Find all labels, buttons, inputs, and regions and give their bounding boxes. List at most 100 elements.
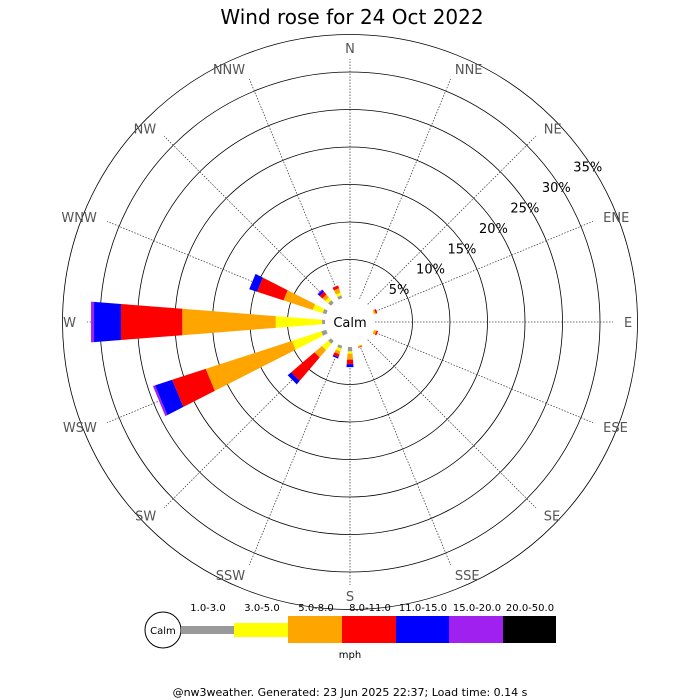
radial-tick-label: 30% [542, 181, 571, 196]
direction-label-e: E [624, 316, 632, 331]
calm-label: Calm [333, 316, 366, 331]
legend-label-1: 3.0-5.0 [244, 603, 279, 614]
direction-labels: N NNE NE ENE E ESE SE SSE S SSW SW WSW W WNW NW NNW [61, 42, 632, 605]
legend-swatch-6 [503, 616, 556, 643]
bar-ssw-bin-0 [337, 344, 343, 349]
bar-s-bin-4 [346, 364, 354, 368]
direction-label-ssw: SSW [216, 569, 246, 584]
radial-tick-labels: 5% 10%15%20%25%30%35% [389, 161, 602, 299]
bar-s-bin-1 [347, 351, 353, 354]
legend-swatch-0 [181, 626, 234, 634]
bar-wsw-bin-2 [205, 340, 296, 391]
bar-w-bin-1 [275, 316, 323, 328]
legend-swatch-3 [342, 616, 396, 643]
bar-sse-bin-2 [357, 344, 363, 348]
direction-label-n: N [345, 42, 355, 57]
spoke-ssw [248, 344, 341, 566]
radial-tick-label: 20% [479, 222, 508, 237]
legend-label-4: 11.0-15.0 [399, 603, 447, 614]
radial-tick-label: 15% [448, 242, 477, 257]
speed-legend: Calm 1.0-3.0 3.0-5.0 5.0-8.0 8.0-11.0 11.0-15… [144, 603, 556, 661]
bar-w-bin-5 [91, 301, 95, 343]
radial-tick-label: 25% [510, 201, 539, 216]
direction-label-ese: ESE [603, 421, 628, 436]
bar-wnw-bin-2 [283, 290, 316, 310]
bar-ssw-bin-2 [334, 349, 341, 355]
bar-s-bin-0 [347, 346, 353, 352]
direction-label-se: SE [544, 510, 560, 525]
bar-nnw-bin-2 [333, 288, 341, 295]
direction-label-ne: NE [544, 122, 562, 137]
direction-label-w: W [63, 316, 76, 331]
direction-label-s: S [346, 590, 354, 605]
bar-nw-bin-5 [317, 289, 323, 295]
bar-sse-bin-1 [357, 344, 362, 347]
bar-nnw-bin-0 [337, 295, 343, 300]
legend-swatch-1 [234, 623, 288, 637]
bar-ssw-bin-3 [333, 352, 340, 358]
bar-wnw-bin-4 [249, 273, 263, 292]
bar-s-bin-2 [347, 353, 353, 360]
direction-label-wsw: WSW [63, 421, 97, 436]
direction-label-nw: NW [134, 122, 157, 137]
legend-swatch-5 [449, 616, 503, 643]
direction-label-sse: SSE [455, 569, 480, 584]
bar-w-bin-4 [94, 301, 121, 343]
bar-wsw-bin-1 [291, 331, 324, 350]
footer-text: @nw3weather. Generated: 23 Jun 2025 22:3… [173, 686, 528, 699]
spoke-ene [372, 220, 594, 313]
spoke-nne [359, 78, 452, 300]
bar-ene-bin-1 [372, 310, 375, 315]
legend-label-5: 15.0-20.0 [453, 603, 501, 614]
bar-ese-bin-2 [372, 329, 377, 335]
bar-ssw-bin-4 [332, 354, 339, 359]
spoke-sse [359, 344, 452, 566]
legend-label-2: 5.0-8.0 [298, 603, 333, 614]
direction-label-wnw: WNW [61, 211, 97, 226]
calm-center: Calm [325, 297, 375, 347]
bar-ssw-bin-1 [335, 346, 342, 352]
direction-label-nnw: NNW [213, 63, 245, 78]
legend-label-0: 1.0-3.0 [190, 603, 225, 614]
radial-tick-label: 5% [389, 283, 410, 298]
bar-nw-bin-3 [319, 291, 327, 299]
bar-sw-bin-4 [287, 372, 300, 385]
bar-w-bin-3 [120, 303, 183, 341]
legend-swatch-4 [396, 616, 449, 643]
bar-nnw-bin-3 [332, 285, 340, 291]
bar-sse-bin-3 [358, 345, 363, 348]
bar-wnw-bin-3 [257, 277, 288, 301]
ring-35 [62, 34, 638, 610]
spoke-nw [163, 135, 333, 305]
legend-unit: mph [339, 650, 361, 661]
bar-nnw-bin-1 [335, 292, 342, 298]
legend-calm-label: Calm [150, 626, 176, 637]
bar-nw-bin-4 [317, 289, 325, 297]
bar-nw-bin-1 [325, 297, 332, 304]
bar-wnw-bin-1 [312, 304, 325, 314]
bar-ene-bin-3 [374, 308, 378, 314]
bar-ese-bin-3 [374, 330, 379, 336]
bar-wsw-bin-3 [172, 368, 215, 407]
legend-swatch-2 [288, 616, 342, 643]
radial-tick-label: 10% [416, 263, 445, 278]
wind-bars [91, 273, 379, 417]
chart-title: Wind rose for 24 Oct 2022 [220, 5, 483, 29]
spoke-nnw [248, 78, 341, 300]
legend-label-6: 20.0-50.0 [506, 603, 554, 614]
direction-label-sw: SW [135, 510, 156, 525]
bar-wsw-bin-0 [321, 329, 328, 336]
bar-w-bin-0 [322, 319, 326, 325]
bar-sw-bin-2 [314, 346, 326, 358]
bar-nw-bin-2 [322, 294, 329, 301]
bar-wsw-bin-4 [155, 379, 184, 416]
bar-sw-bin-3 [291, 352, 320, 381]
bar-sw-bin-1 [321, 340, 332, 351]
bar-w-bin-2 [182, 308, 276, 336]
bar-ene-bin-2 [372, 309, 376, 315]
legend-label-3: 8.0-11.0 [349, 603, 391, 614]
bar-s-bin-3 [346, 359, 354, 365]
spoke-se [367, 339, 537, 509]
radial-tick-label: 35% [573, 161, 602, 176]
bar-wnw-bin-0 [322, 308, 328, 315]
